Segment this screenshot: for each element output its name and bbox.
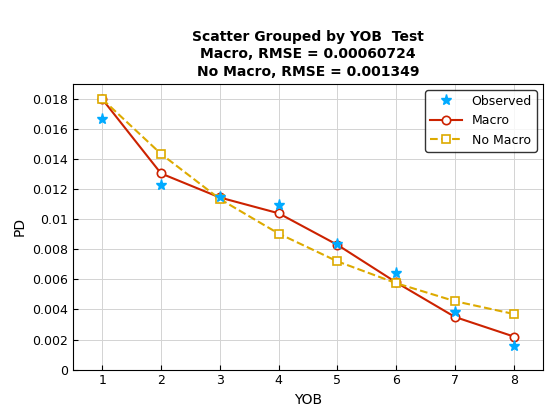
Observed <box>99 116 105 121</box>
Observed <box>216 195 223 200</box>
No Macro <box>451 299 458 304</box>
Observed <box>275 202 282 207</box>
No Macro <box>99 97 105 102</box>
No Macro <box>393 281 399 286</box>
No Macro <box>158 151 165 156</box>
Observed <box>158 182 165 187</box>
Macro <box>275 211 282 216</box>
No Macro <box>510 312 517 317</box>
Macro <box>451 315 458 320</box>
Macro <box>334 242 340 247</box>
Line: Observed: Observed <box>97 113 519 352</box>
Observed <box>510 344 517 349</box>
Y-axis label: PD: PD <box>12 217 26 236</box>
Line: No Macro: No Macro <box>98 95 518 318</box>
Observed <box>451 309 458 314</box>
No Macro <box>334 259 340 264</box>
Legend: Observed, Macro, No Macro: Observed, Macro, No Macro <box>426 90 537 152</box>
Observed <box>334 241 340 247</box>
X-axis label: YOB: YOB <box>294 393 322 407</box>
Macro <box>99 97 105 102</box>
No Macro <box>216 197 223 202</box>
Macro <box>158 171 165 176</box>
Title: Scatter Grouped by YOB  Test
Macro, RMSE = 0.00060724
No Macro, RMSE = 0.001349: Scatter Grouped by YOB Test Macro, RMSE … <box>192 30 424 79</box>
Observed <box>393 270 399 275</box>
Macro <box>216 195 223 200</box>
Line: Macro: Macro <box>98 95 518 341</box>
No Macro <box>275 231 282 236</box>
Macro <box>510 334 517 339</box>
Macro <box>393 280 399 285</box>
